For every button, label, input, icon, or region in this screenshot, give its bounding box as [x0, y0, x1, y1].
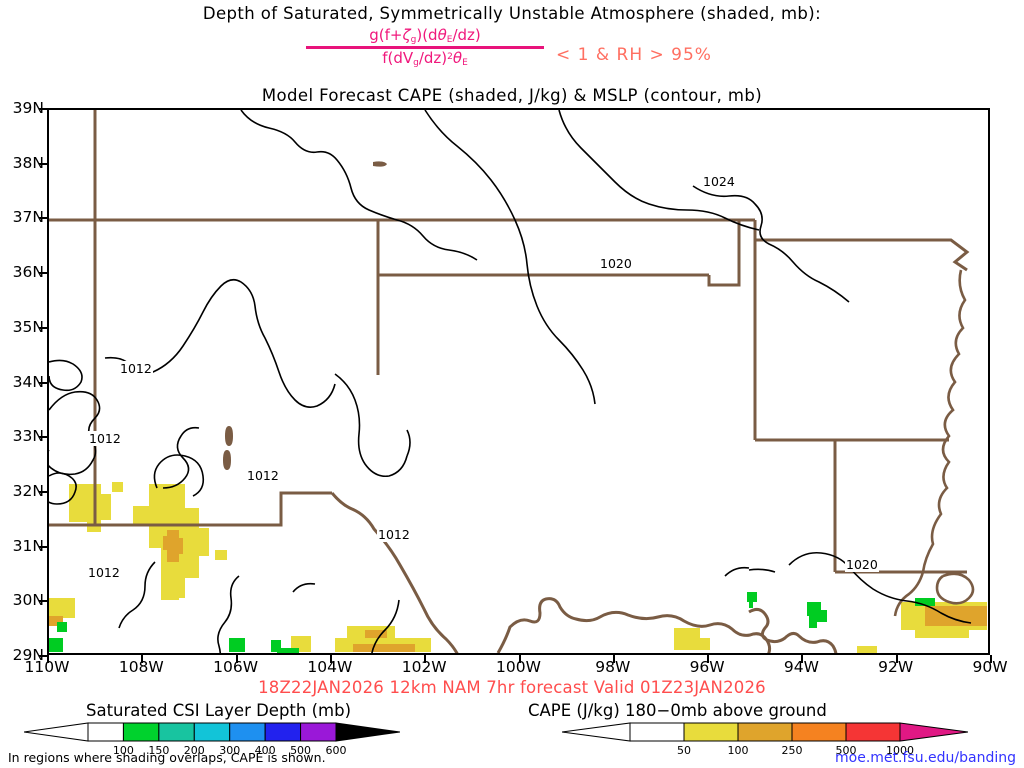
- lat-tickmark: [39, 381, 47, 384]
- lat-tick-33N: 33N: [12, 427, 44, 446]
- lon-tickmark: [424, 655, 427, 663]
- page-title: Depth of Saturated, Symmetrically Unstab…: [202, 4, 822, 23]
- lon-tickmark: [329, 655, 332, 663]
- contour-label: 1024: [702, 174, 736, 189]
- lon-tick-104W: 104W: [307, 658, 353, 676]
- colorbar-csi[interactable]: 100 150 200 300 400 500 600: [23, 722, 401, 757]
- lat-tickmark: [39, 490, 47, 493]
- lon-tickmark: [990, 655, 992, 663]
- cape-shading-layer: [49, 482, 987, 653]
- lat-tick-31N: 31N: [12, 536, 44, 555]
- formula-condition: < 1 & RH > 95%: [556, 45, 712, 65]
- contour-label: 1012: [88, 431, 122, 446]
- map-panel[interactable]: 1024 1020 1012 1012 1012 1012 1012 1020: [47, 108, 990, 655]
- colorbar-swatches: [561, 722, 969, 742]
- subtitle: Model Forecast CAPE (shaded, J/kg) & MSL…: [261, 86, 763, 105]
- colorbar-tick: 500: [835, 744, 857, 757]
- lon-tickmark: [518, 655, 521, 663]
- colorbar-tick: 250: [781, 744, 803, 757]
- contour-label: 1012: [246, 468, 280, 483]
- lon-tickmark: [895, 655, 898, 663]
- overlap-note: In regions where shading overlaps, CAPE …: [8, 750, 326, 765]
- contour-label: 1012: [87, 565, 121, 580]
- lon-tickmark: [707, 655, 710, 663]
- colorbar-cape[interactable]: 50 100 250 500 1000: [561, 722, 969, 757]
- colorbar-tick-labels: 50 100 250 500 1000: [562, 744, 968, 758]
- lon-tick-102W: 102W: [401, 658, 447, 676]
- map-canvas: [49, 110, 987, 653]
- formula-numerator: g(f+ζg)(dθE/dz): [369, 26, 481, 45]
- lat-tickmark: [39, 272, 47, 275]
- lat-tick-38N: 38N: [12, 153, 44, 172]
- lat-tick-35N: 35N: [12, 317, 44, 336]
- attribution-link[interactable]: moe.met.fsu.edu/banding: [835, 750, 1016, 766]
- lat-tickmark: [39, 108, 47, 110]
- colorbar-tick: 600: [325, 744, 347, 757]
- forecast-caption: 18Z22JAN2026 12km NAM 7hr forecast Valid…: [258, 678, 766, 697]
- state-borders-layer: [49, 110, 975, 653]
- contour-label: 1020: [599, 256, 633, 271]
- lon-tick-110W: 110W: [24, 658, 70, 676]
- colorbar-tick: 200: [183, 744, 205, 757]
- colorbar-swatches: [23, 722, 401, 742]
- colorbar-tick: 500: [290, 744, 312, 757]
- colorbar-tick: 400: [254, 744, 276, 757]
- colorbar-tick-labels: 100 150 200 300 400 500 600: [24, 744, 400, 758]
- lon-tickmark: [801, 655, 804, 663]
- colorbar-tick: 100: [727, 744, 749, 757]
- colorbar-title-csi: Saturated CSI Layer Depth (mb): [86, 701, 352, 720]
- colorbar-tick: 50: [677, 744, 691, 757]
- lon-tick-94W: 94W: [783, 658, 819, 676]
- mslp-contour-layer: [49, 110, 972, 653]
- formula-block: g(f+ζg)(dθE/dz) f(dVg/dz)2θE: [300, 26, 550, 68]
- lat-tickmark: [39, 655, 47, 657]
- lat-tick-32N: 32N: [12, 481, 44, 500]
- lon-tick-108W: 108W: [118, 658, 164, 676]
- lon-tickmark: [47, 655, 49, 663]
- csi-shading-layer: [49, 592, 935, 653]
- lon-tickmark: [141, 655, 144, 663]
- contour-label: 1020: [845, 557, 879, 572]
- lat-tick-30N: 30N: [12, 591, 44, 610]
- lon-tick-96W: 96W: [689, 658, 725, 676]
- formula-denominator: f(dVg/dz)2θE: [382, 48, 468, 68]
- lon-tickmark: [612, 655, 615, 663]
- lat-tick-34N: 34N: [12, 372, 44, 391]
- lat-tickmark: [39, 545, 47, 548]
- lat-tickmark: [39, 436, 47, 439]
- lon-tick-106W: 106W: [213, 658, 259, 676]
- lat-tick-29N: 29N: [12, 646, 44, 664]
- colorbar-tick: 150: [148, 744, 170, 757]
- lat-tickmark: [39, 600, 47, 603]
- lon-tickmark: [235, 655, 238, 663]
- lon-tick-90W: 90W: [972, 658, 1008, 676]
- colorbar-tick: 300: [219, 744, 241, 757]
- lat-tick-39N: 39N: [12, 99, 44, 117]
- formula-fraction-bar: [306, 45, 544, 49]
- lat-tickmark: [39, 162, 47, 165]
- lon-tick-92W: 92W: [878, 658, 914, 676]
- lon-tick-100W: 100W: [496, 658, 541, 676]
- lat-tickmark: [39, 217, 47, 220]
- colorbar-tick: 100: [112, 744, 134, 757]
- colorbar-title-cape: CAPE (J/kg) 180−0mb above ground: [528, 701, 827, 720]
- lon-tick-98W: 98W: [595, 658, 631, 676]
- colorbar-tick: 1000: [886, 744, 914, 757]
- lat-tickmark: [39, 326, 47, 329]
- lat-tick-37N: 37N: [12, 208, 44, 227]
- contour-label: 1012: [119, 361, 153, 376]
- lat-tick-36N: 36N: [12, 263, 44, 282]
- contour-label: 1012: [377, 527, 411, 542]
